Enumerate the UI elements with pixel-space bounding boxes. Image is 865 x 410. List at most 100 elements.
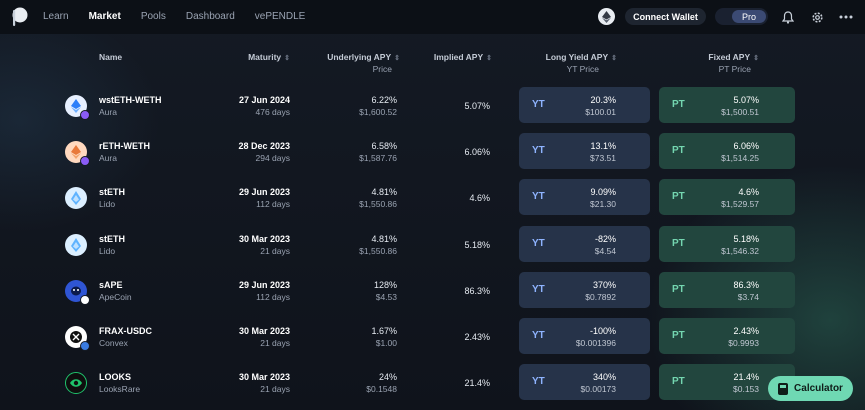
maturity-date: 30 Mar 2023 <box>238 326 290 336</box>
table-row[interactable]: wstETH-WETH Aura 27 Jun 2024 476 days 6.… <box>0 87 865 133</box>
yt-trade-button[interactable]: YT 20.3% $100.01 <box>519 87 650 123</box>
pt-price: $3.74 <box>737 292 759 302</box>
header-name: Name <box>99 52 123 62</box>
pt-tag: PT <box>672 376 685 387</box>
frax-usdc-icon <box>65 326 90 351</box>
market-name: LOOKS <box>99 372 132 382</box>
underlying-apy: 1.67% <box>371 326 397 336</box>
pt-apy: 2.43% <box>733 326 759 336</box>
header-underlying-apy[interactable]: Underlying APY ⇕ Price <box>327 52 400 74</box>
connect-wallet-button[interactable]: Connect Wallet <box>625 8 706 25</box>
protocol-name: Aura <box>99 107 117 117</box>
table-row[interactable]: stETH Lido 29 Jun 2023 112 days 4.81% $1… <box>0 179 865 225</box>
maturity-days: 112 days <box>256 292 290 302</box>
pt-trade-button[interactable]: PT 5.18% $1,546.32 <box>659 226 795 262</box>
maturity-date: 30 Mar 2023 <box>238 372 290 382</box>
pro-toggle[interactable]: Pro <box>715 8 768 25</box>
market-name: sAPE <box>99 280 123 290</box>
market-name: rETH-WETH <box>99 141 150 151</box>
table-row[interactable]: sAPE ApeCoin 29 Jun 2023 112 days 128% $… <box>0 272 865 318</box>
yt-trade-button[interactable]: YT 13.1% $73.51 <box>519 133 650 169</box>
sort-icon: ⇕ <box>284 55 290 62</box>
implied-apy: 5.07% <box>464 101 490 111</box>
yt-apy: 370% <box>592 280 616 290</box>
ethereum-icon[interactable] <box>598 8 615 25</box>
yt-tag: YT <box>532 99 545 110</box>
pt-trade-button[interactable]: PT 5.07% $1,500.51 <box>659 87 795 123</box>
maturity-days: 112 days <box>256 199 290 209</box>
table-row[interactable]: FRAX-USDC Convex 30 Mar 2023 21 days 1.6… <box>0 318 865 364</box>
yt-trade-button[interactable]: YT 9.09% $21.30 <box>519 179 650 215</box>
underlying-price: $1,550.86 <box>359 199 397 209</box>
nav-link-market[interactable]: Market <box>88 11 121 22</box>
pt-trade-button[interactable]: PT 2.43% $0.9993 <box>659 318 795 354</box>
yt-price: $4.54 <box>594 246 616 256</box>
implied-apy: 21.4% <box>464 378 490 388</box>
pt-trade-button[interactable]: PT 86.3% $3.74 <box>659 272 795 308</box>
maturity-date: 29 Jun 2023 <box>238 187 290 197</box>
pendle-logo-icon[interactable] <box>10 7 28 27</box>
nav-link-vependle[interactable]: vePENDLE <box>254 11 306 22</box>
maturity-date: 27 Jun 2024 <box>238 95 290 105</box>
yt-tag: YT <box>532 284 545 295</box>
yt-apy: 20.3% <box>590 95 616 105</box>
calculator-icon <box>778 382 789 395</box>
apecoin-icon <box>65 280 90 305</box>
pt-tag: PT <box>672 99 685 110</box>
header-long-yield-apy[interactable]: Long Yield APY ⇕ YT Price <box>546 52 617 74</box>
bell-icon[interactable] <box>780 9 796 25</box>
pt-tag: PT <box>672 191 685 202</box>
header-underlying-sub: Price <box>372 64 392 74</box>
yt-trade-button[interactable]: YT -100% $0.001396 <box>519 318 650 354</box>
pt-price: $1,529.57 <box>721 199 759 209</box>
underlying-apy: 24% <box>378 372 397 382</box>
pt-apy: 5.07% <box>733 95 759 105</box>
pt-trade-button[interactable]: PT 4.6% $1,529.57 <box>659 179 795 215</box>
pt-apy: 21.4% <box>733 372 759 382</box>
nav-link-learn[interactable]: Learn <box>43 11 69 22</box>
underlying-apy: 128% <box>373 280 397 290</box>
maturity-date: 28 Dec 2023 <box>238 141 290 151</box>
header-implied-apy[interactable]: Implied APY ⇕ <box>434 52 492 62</box>
pt-price: $0.153 <box>733 384 759 394</box>
underlying-apy: 6.58% <box>371 141 397 151</box>
nav-link-dashboard[interactable]: Dashboard <box>185 11 235 22</box>
calculator-button[interactable]: Calculator <box>768 376 853 401</box>
aura-badge-icon <box>80 110 90 120</box>
pt-price: $1,546.32 <box>721 246 759 256</box>
pt-trade-button[interactable]: PT 6.06% $1,514.25 <box>659 133 795 169</box>
pt-price: $1,500.51 <box>721 107 759 117</box>
pro-toggle-label: Pro <box>732 10 766 23</box>
calculator-label: Calculator <box>794 383 843 394</box>
underlying-apy: 4.81% <box>371 187 397 197</box>
yt-trade-button[interactable]: YT -82% $4.54 <box>519 226 650 262</box>
header-fixed-apy[interactable]: Fixed APY ⇕ PT Price <box>708 52 759 74</box>
yt-trade-button[interactable]: YT 340% $0.00173 <box>519 364 650 400</box>
table-row[interactable]: rETH-WETH Aura 28 Dec 2023 294 days 6.58… <box>0 133 865 179</box>
steth-icon <box>65 234 87 256</box>
maturity-date: 30 Mar 2023 <box>238 234 290 244</box>
maturity-days: 476 days <box>255 107 291 117</box>
table-row[interactable]: stETH Lido 30 Mar 2023 21 days 4.81% $1,… <box>0 226 865 272</box>
maturity-days: 21 days <box>260 384 290 394</box>
pt-tag: PT <box>672 238 685 249</box>
pt-tag: PT <box>672 145 685 156</box>
pt-apy: 6.06% <box>733 141 759 151</box>
yt-tag: YT <box>532 330 545 341</box>
implied-apy: 6.06% <box>464 147 490 157</box>
pt-tag: PT <box>672 330 685 341</box>
yt-tag: YT <box>532 238 545 249</box>
table-row[interactable]: LOOKS LooksRare 30 Mar 2023 21 days 24% … <box>0 364 865 410</box>
market-name: FRAX-USDC <box>99 326 152 336</box>
header-maturity[interactable]: Maturity ⇕ <box>248 52 290 62</box>
sort-icon: ⇕ <box>753 55 759 62</box>
header-long-yield-label: Long Yield APY <box>545 52 609 62</box>
nav-link-pools[interactable]: Pools <box>140 11 166 22</box>
header-implied-label: Implied APY <box>433 52 484 62</box>
yt-apy: -100% <box>589 326 616 336</box>
yt-trade-button[interactable]: YT 370% $0.7892 <box>519 272 650 308</box>
protocol-name: Lido <box>99 199 116 209</box>
gear-icon[interactable] <box>809 9 825 25</box>
more-dots-icon[interactable] <box>838 9 854 25</box>
market-name: stETH <box>99 234 126 244</box>
